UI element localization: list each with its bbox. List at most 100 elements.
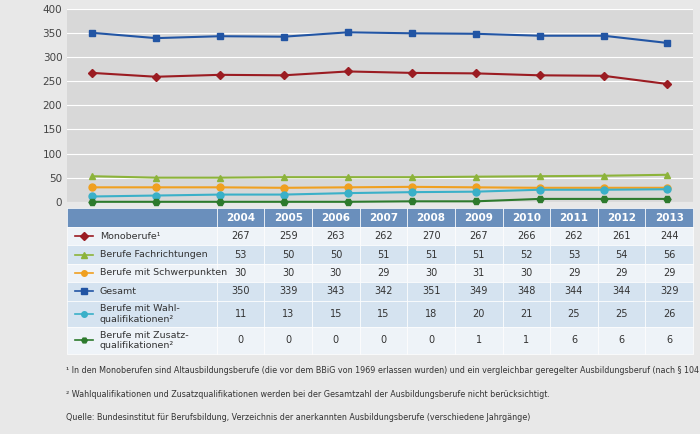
Bar [312,327,360,354]
Bar [550,227,598,245]
Bar [265,245,312,264]
Bar [312,227,360,245]
Text: Monoberufe¹: Monoberufe¹ [99,231,160,240]
Text: 2005: 2005 [274,213,303,223]
Text: 262: 262 [374,231,393,241]
Text: 13: 13 [282,309,295,319]
Text: 0: 0 [380,335,386,345]
Text: 20: 20 [473,309,485,319]
Bar [503,282,550,301]
Bar [455,245,503,264]
Text: 2004: 2004 [226,213,255,223]
Text: 267: 267 [470,231,488,241]
Text: 51: 51 [425,250,438,260]
Text: 29: 29 [568,268,580,278]
Bar [407,264,455,282]
Text: 29: 29 [615,268,628,278]
Text: Berufe Fachrichtungen: Berufe Fachrichtungen [99,250,207,259]
Text: 15: 15 [330,309,342,319]
Text: 2010: 2010 [512,213,541,223]
Bar [645,208,693,227]
Text: 0: 0 [428,335,434,345]
Text: 262: 262 [565,231,583,241]
Bar [360,301,407,327]
Text: ¹ In den Monoberufen sind Altausbildungsberufe (die vor dem BBiG von 1969 erlass: ¹ In den Monoberufen sind Altausbildungs… [66,365,700,375]
Text: 30: 30 [520,268,533,278]
Text: 0: 0 [237,335,244,345]
Bar [455,208,503,227]
Text: Berufe mit Schwerpunkten: Berufe mit Schwerpunkten [99,269,227,277]
Bar [455,227,503,245]
Bar [598,327,645,354]
Bar [360,208,407,227]
Bar [312,245,360,264]
Bar [66,327,217,354]
Bar [217,208,265,227]
Bar [598,301,645,327]
Text: 50: 50 [282,250,295,260]
Bar [360,264,407,282]
Text: 15: 15 [377,309,390,319]
Text: 25: 25 [568,309,580,319]
Bar [598,227,645,245]
Text: 53: 53 [568,250,580,260]
Text: 0: 0 [332,335,339,345]
Bar [550,282,598,301]
Text: 11: 11 [234,309,247,319]
Bar [265,327,312,354]
Bar [455,264,503,282]
Bar [503,327,550,354]
Text: 26: 26 [663,309,676,319]
Text: 21: 21 [520,309,533,319]
Bar [455,282,503,301]
Bar [407,282,455,301]
Text: 51: 51 [377,250,390,260]
Bar [598,264,645,282]
Text: 244: 244 [660,231,678,241]
Bar [503,208,550,227]
Text: 30: 30 [330,268,342,278]
Text: 6: 6 [619,335,624,345]
Bar [217,227,265,245]
Bar [66,227,217,245]
Text: Berufe mit Wahl-
qualifikationen²: Berufe mit Wahl- qualifikationen² [99,304,179,324]
Text: 6: 6 [666,335,672,345]
Text: 2009: 2009 [464,213,494,223]
Bar [550,301,598,327]
Text: 52: 52 [520,250,533,260]
Text: 6: 6 [571,335,577,345]
Text: 343: 343 [327,286,345,296]
Text: 342: 342 [374,286,393,296]
Bar [66,301,217,327]
Bar [598,208,645,227]
Bar [550,264,598,282]
Text: 339: 339 [279,286,298,296]
Bar [360,282,407,301]
Text: 351: 351 [422,286,440,296]
Bar [312,208,360,227]
Text: 344: 344 [565,286,583,296]
Text: 2008: 2008 [416,213,446,223]
Text: 53: 53 [234,250,247,260]
Bar [217,282,265,301]
Text: 2011: 2011 [559,213,589,223]
Text: 25: 25 [615,309,628,319]
Text: 54: 54 [615,250,628,260]
Text: 261: 261 [612,231,631,241]
Text: ² Wahlqualifikationen und Zusatzqualifikationen werden bei der Gesamtzahl der Au: ² Wahlqualifikationen und Zusatzqualifik… [66,390,550,399]
Text: 344: 344 [612,286,631,296]
Text: Gesamt: Gesamt [99,287,136,296]
Text: 348: 348 [517,286,536,296]
Text: 349: 349 [470,286,488,296]
Bar [217,264,265,282]
Bar [645,245,693,264]
Bar [217,301,265,327]
Bar [645,301,693,327]
Text: 50: 50 [330,250,342,260]
Bar [407,301,455,327]
Bar [360,227,407,245]
Text: 18: 18 [425,309,438,319]
Text: 31: 31 [473,268,485,278]
Bar [503,264,550,282]
Bar [360,327,407,354]
